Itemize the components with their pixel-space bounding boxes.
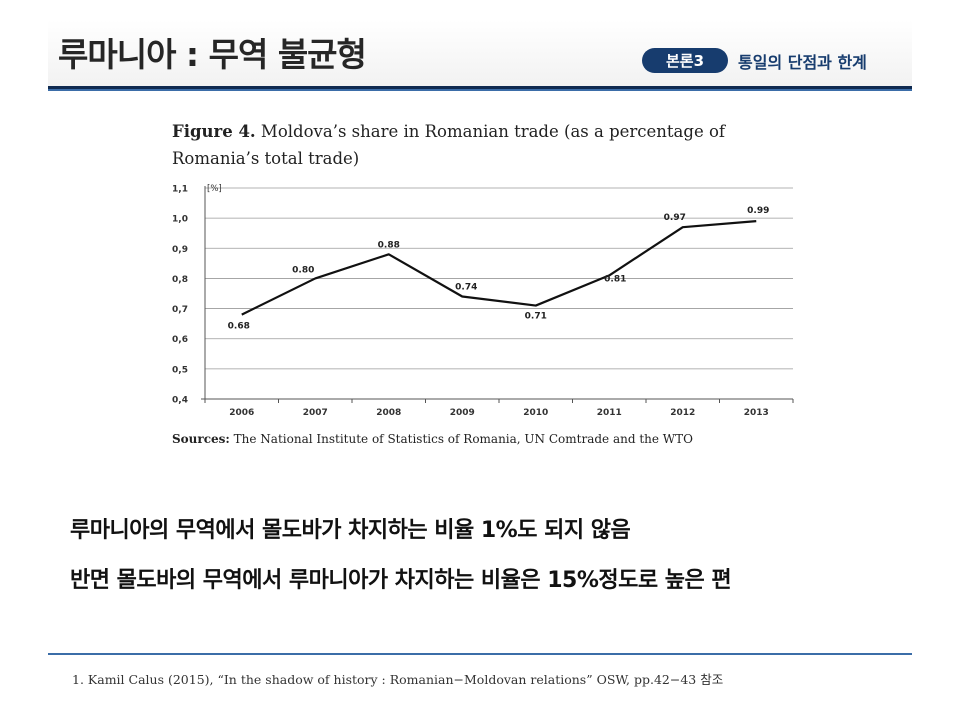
figure-title: Figure 4. Moldova’s share in Romanian tr… (172, 118, 792, 172)
data-label: 0.81 (604, 274, 626, 284)
figure-number: Figure 4. (172, 122, 256, 141)
section-badge: 본론3 (642, 48, 728, 73)
header-rule (48, 86, 912, 91)
y-tick-label: 0,6 (172, 335, 188, 345)
figure-caption: Moldova’s share in Romanian trade (as a … (172, 122, 726, 168)
y-tick-label: 0,7 (172, 305, 188, 315)
sources-text: The National Institute of Statistics of … (229, 432, 693, 446)
sources-label: Sources: (172, 432, 230, 446)
y-axis-unit-label: [%] (207, 184, 222, 194)
x-tick-label: 2009 (450, 408, 475, 418)
y-tick-label: 0,4 (172, 396, 188, 406)
footer-rule (48, 653, 912, 655)
x-tick-label: 2013 (744, 408, 769, 418)
data-label: 0.74 (455, 283, 477, 293)
figure-sources: Sources: The National Institute of Stati… (172, 432, 693, 446)
section-name: 통일의 단점과 한계 (738, 53, 867, 72)
data-label: 0.80 (292, 265, 314, 275)
x-tick-label: 2008 (376, 408, 401, 418)
data-label: 0.99 (747, 206, 769, 216)
data-label: 0.97 (664, 213, 686, 223)
body-line-1: 루마니아의 무역에서 몰도바가 차지하는 비율 1%도 되지 않음 (70, 518, 631, 543)
x-tick-label: 2011 (597, 408, 622, 418)
data-label: 0.68 (228, 322, 250, 332)
footnote: 1. Kamil Calus (2015), “In the shadow of… (72, 672, 724, 687)
page-title: 루마니아 : 무역 불균형 (58, 35, 367, 74)
x-tick-label: 2006 (229, 408, 254, 418)
y-tick-label: 0,8 (172, 275, 188, 285)
y-tick-label: 1,1 (172, 185, 188, 195)
x-tick-label: 2012 (670, 408, 695, 418)
x-tick-label: 2007 (303, 408, 328, 418)
y-tick-label: 0,9 (172, 245, 188, 255)
body-line-2: 반면 몰도바의 무역에서 루마니아가 차지하는 비율은 15%정도로 높은 편 (70, 568, 732, 593)
series-line (241, 220, 757, 316)
y-tick-label: 1,0 (172, 215, 188, 225)
header-band (48, 20, 912, 86)
data-label: 0.88 (378, 240, 400, 250)
x-tick-label: 2010 (523, 408, 548, 418)
line-chart: 0,4 0,5 0,6 0,7 0,8 0,9 1,0 1,1 [%] 2006 2007 2008 2… (172, 184, 794, 418)
data-label: 0.71 (525, 312, 547, 322)
y-tick-label: 0,5 (172, 365, 188, 375)
